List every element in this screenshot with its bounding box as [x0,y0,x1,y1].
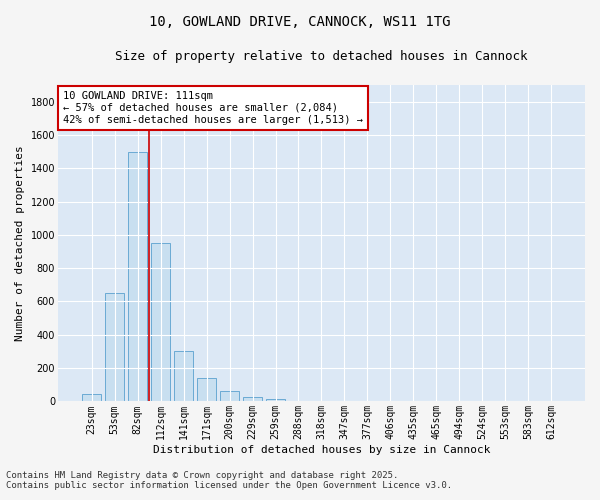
Bar [266,399,285,402]
Bar [128,152,148,402]
X-axis label: Distribution of detached houses by size in Cannock: Distribution of detached houses by size … [153,445,490,455]
Text: Contains HM Land Registry data © Crown copyright and database right 2025.
Contai: Contains HM Land Registry data © Crown c… [6,470,452,490]
Text: 10 GOWLAND DRIVE: 111sqm
← 57% of detached houses are smaller (2,084)
42% of sem: 10 GOWLAND DRIVE: 111sqm ← 57% of detach… [63,92,363,124]
Bar [82,394,101,402]
Bar [105,293,124,402]
Bar [151,243,170,402]
Bar [220,390,239,402]
Bar [289,400,308,402]
Bar [174,352,193,402]
Bar [197,378,217,402]
Text: 10, GOWLAND DRIVE, CANNOCK, WS11 1TG: 10, GOWLAND DRIVE, CANNOCK, WS11 1TG [149,15,451,29]
Title: Size of property relative to detached houses in Cannock: Size of property relative to detached ho… [115,50,528,63]
Y-axis label: Number of detached properties: Number of detached properties [15,146,25,341]
Bar [243,398,262,402]
